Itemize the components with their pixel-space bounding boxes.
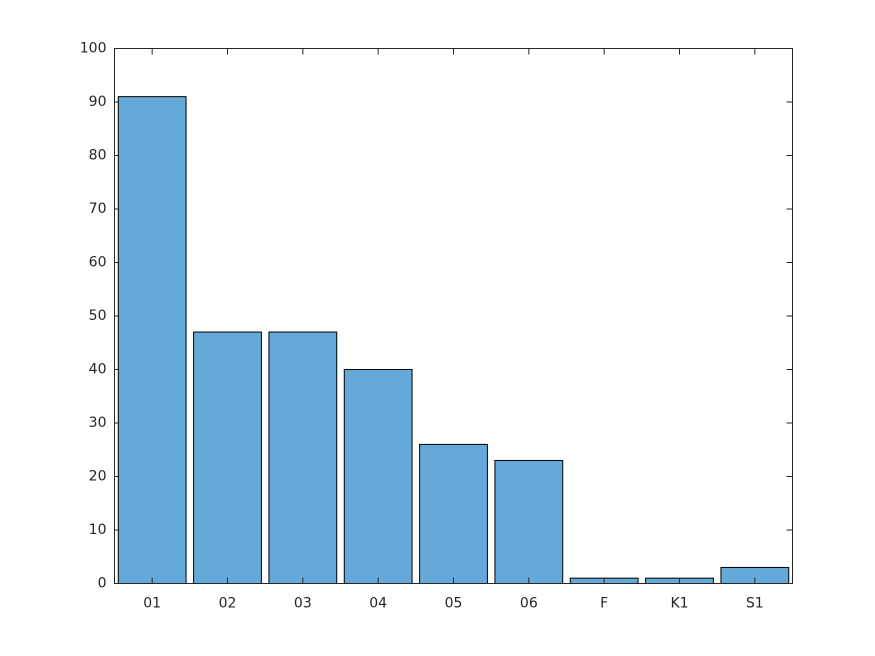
y-tick-label: 80 — [89, 148, 107, 164]
y-tick-label: 50 — [89, 308, 107, 324]
axes-box — [114, 48, 793, 584]
bar — [419, 443, 488, 584]
bar — [193, 331, 262, 584]
x-tick-label: 01 — [143, 596, 161, 612]
x-tick-label: S1 — [746, 596, 764, 612]
x-tick-label: F — [600, 596, 608, 612]
bar — [268, 331, 338, 584]
y-tick-label: 10 — [89, 522, 107, 538]
x-tick-label: 04 — [369, 596, 387, 612]
bar — [494, 459, 564, 585]
x-tick-label: 03 — [294, 596, 312, 612]
y-tick-label: 100 — [80, 41, 107, 57]
y-tick-label: 90 — [89, 94, 107, 110]
bar — [343, 369, 413, 584]
y-tick-label: 0 — [98, 576, 107, 592]
y-tick-label: 30 — [89, 415, 107, 431]
x-tick-label: K1 — [670, 596, 688, 612]
y-tick-label: 70 — [89, 201, 107, 217]
y-tick-label: 60 — [89, 255, 107, 271]
x-tick-label: 05 — [445, 596, 463, 612]
x-tick-label: 06 — [520, 596, 538, 612]
x-tick-label: 02 — [219, 596, 237, 612]
y-tick-label: 20 — [89, 469, 107, 485]
bar — [117, 96, 187, 585]
y-tick-label: 40 — [89, 362, 107, 378]
